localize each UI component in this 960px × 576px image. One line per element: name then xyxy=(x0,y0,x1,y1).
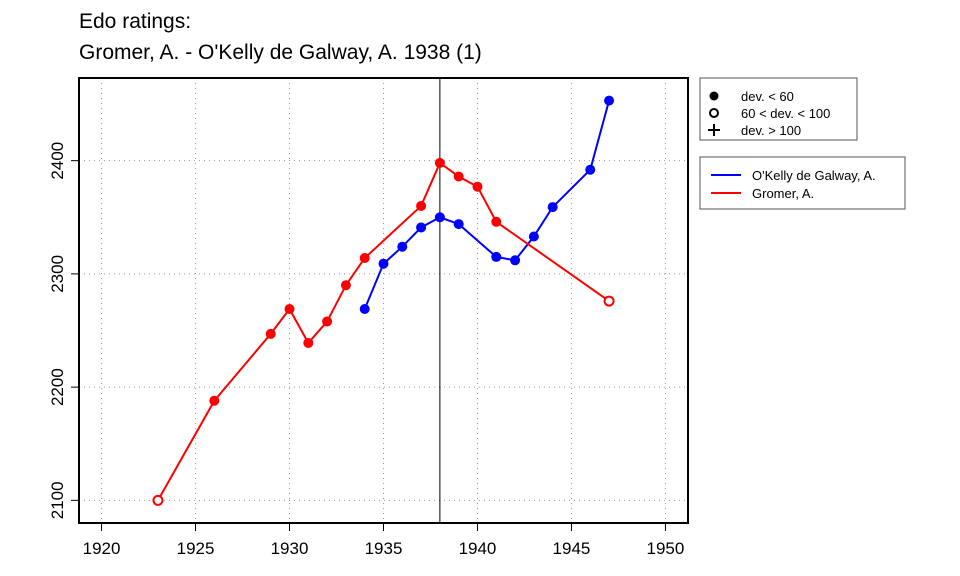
data-point-gromer xyxy=(265,328,276,339)
legend-series-okelly: O'Kelly de Galway, A. xyxy=(752,168,876,183)
data-point-okelly xyxy=(397,241,408,252)
series-layer xyxy=(152,95,615,506)
data-point-gromer xyxy=(152,494,164,506)
data-point-gromer xyxy=(303,337,314,348)
y-tick-label: 2300 xyxy=(48,255,67,293)
grid xyxy=(79,78,688,523)
chart-title-line-2: Gromer, A. - O'Kelly de Galway, A. 1938 … xyxy=(79,41,482,64)
x-tick-label: 1935 xyxy=(365,539,403,558)
data-point-okelly xyxy=(378,258,389,269)
plot-frame xyxy=(78,77,689,524)
x-tick-label: 1920 xyxy=(83,539,121,558)
data-point-gromer xyxy=(453,171,464,182)
data-point-gromer xyxy=(284,303,295,314)
data-point-gromer xyxy=(434,157,445,168)
data-point-okelly xyxy=(604,95,615,106)
data-point-gromer xyxy=(209,395,220,406)
data-point-okelly xyxy=(453,219,464,230)
data-point-okelly xyxy=(528,231,539,242)
x-tick-label: 1945 xyxy=(553,539,591,558)
data-point-okelly xyxy=(491,251,502,262)
y-tick-label: 2400 xyxy=(48,142,67,180)
chart-title-line-1: Edo ratings: xyxy=(79,10,191,33)
open-circle-icon xyxy=(709,108,719,118)
legend-dev-1: dev. < 60 xyxy=(741,89,794,104)
data-point-okelly xyxy=(585,164,596,175)
data-point-gromer xyxy=(491,216,502,227)
plus-icon xyxy=(708,124,720,136)
data-point-gromer xyxy=(359,253,370,264)
data-point-gromer xyxy=(340,280,351,291)
filled-circle-icon xyxy=(709,91,719,101)
x-tick-label: 1925 xyxy=(177,539,215,558)
data-point-gromer xyxy=(416,200,427,211)
deviation-legend: dev. < 60 60 < dev. < 100 dev. > 100 xyxy=(699,77,858,141)
legend-dev-2: 60 < dev. < 100 xyxy=(741,106,830,121)
data-point-okelly xyxy=(547,202,558,213)
x-tick-label: 1950 xyxy=(647,539,685,558)
data-point-okelly xyxy=(416,222,427,233)
data-point-okelly xyxy=(359,303,370,314)
y-tick-label: 2100 xyxy=(48,481,67,519)
data-point-okelly xyxy=(510,255,521,266)
legend-dev-3: dev. > 100 xyxy=(741,123,801,138)
data-point-gromer xyxy=(603,295,615,307)
data-point-okelly xyxy=(434,212,445,223)
y-tick-label: 2200 xyxy=(48,368,67,406)
axes: 1920 1925 1930 1935 1940 1945 1950 2100 2200 2300… xyxy=(48,142,684,558)
data-point-gromer xyxy=(322,316,333,327)
x-tick-label: 1930 xyxy=(271,539,309,558)
series-legend: O'Kelly de Galway, A. Gromer, A. xyxy=(699,156,906,210)
data-point-gromer xyxy=(472,181,483,192)
x-tick-label: 1940 xyxy=(459,539,497,558)
legend-series-gromer: Gromer, A. xyxy=(752,186,814,201)
